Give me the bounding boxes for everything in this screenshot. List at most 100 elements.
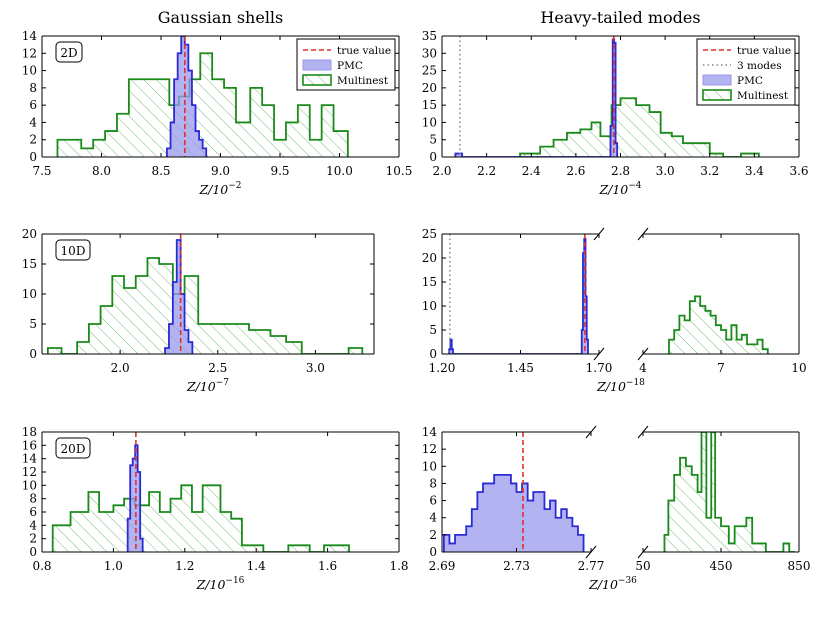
y-tick-label: 0 — [29, 347, 37, 361]
y-tick-label: 4 — [29, 115, 37, 129]
y-tick-label: 8 — [29, 81, 37, 95]
y-tick-label: 5 — [29, 317, 37, 331]
x-tick-label: 2.0 — [432, 164, 451, 178]
x-tick-label: 1.4 — [247, 559, 266, 573]
x-tick-label: 7.5 — [32, 164, 51, 178]
x-axis-label: Z/10−4 — [598, 181, 641, 197]
plot-area — [668, 295, 769, 354]
y-tick-label: 35 — [422, 29, 437, 43]
dimension-label: 20D — [61, 442, 86, 456]
y-tick-label: 10 — [22, 478, 37, 492]
x-axis-label-base: Z/10 — [196, 577, 226, 592]
x-tick-label: 8.5 — [151, 164, 170, 178]
dimension-label-box — [55, 239, 91, 261]
x-tick-label: 3.6 — [789, 164, 808, 178]
y-tick-label: 5 — [429, 133, 437, 147]
y-tick-label: 25 — [422, 227, 437, 241]
pmc-histogram — [166, 36, 208, 157]
x-tick-label: 10.5 — [386, 164, 413, 178]
y-tick-label: 0 — [429, 545, 437, 559]
y-tick-label: 12 — [22, 46, 37, 60]
x-tick-label: 8.0 — [92, 164, 111, 178]
x-tick-label: 2.77 — [578, 559, 605, 573]
y-tick-label: 12 — [422, 442, 437, 456]
x-axis-label-base: Z/10 — [198, 182, 228, 197]
x-tick-label: 9.5 — [270, 164, 289, 178]
x-axis-label: Z/10−7 — [186, 378, 229, 394]
y-tick-label: 4 — [29, 518, 37, 532]
y-tick-label: 8 — [29, 492, 37, 506]
plot-area — [442, 432, 585, 552]
y-tick-label: 16 — [22, 438, 37, 452]
multinest-fill — [664, 432, 796, 552]
multinest-fill — [520, 98, 759, 157]
x-axis-label-base: Z/10 — [596, 379, 626, 394]
y-tick-label: 15 — [422, 275, 437, 289]
y-tick-label: 0 — [429, 347, 437, 361]
y-tick-label: 14 — [422, 425, 438, 439]
plot-area — [448, 234, 589, 354]
panel-heavy-2d: 2.0 2.2 2.4 2.6 2.8 3.0 3.2 3.4 3.6 0 5 10 15 20 25 30 3… — [422, 8, 809, 197]
x-tick-label: 4 — [639, 361, 647, 375]
pmc-histogram — [164, 239, 194, 354]
legend-label: PMC — [737, 75, 763, 87]
x-tick-label: 2.5 — [208, 361, 227, 375]
pmc-histogram — [448, 237, 589, 354]
panel-gauss-10d: 2.0 2.5 3.0 0 5 10 15 20 Z/10−7 10D — [22, 227, 375, 394]
legend-swatch-multinest — [702, 89, 732, 101]
panel-title: Gaussian shells — [158, 8, 284, 27]
x-axis-label-exponent: −16 — [225, 576, 244, 586]
multinest-histogram — [51, 484, 350, 552]
x-axis-label-base: Z/10 — [186, 379, 216, 394]
x-tick-label: 3.0 — [656, 164, 675, 178]
x-tick-label: 3.0 — [306, 361, 325, 375]
x-tick-label: 1.6 — [318, 559, 337, 573]
legend-swatch-pmc — [702, 74, 732, 86]
dimension-label-box — [55, 41, 83, 63]
panel-heavy-20d-left: 2.69 2.73 2.77 0 2 4 6 8 10 12 14 Z/10−36 — [422, 425, 637, 592]
x-axis-label-exponent: −36 — [618, 576, 637, 586]
y-tick-label: 20 — [422, 251, 437, 265]
x-tick-label: 1.2 — [175, 559, 194, 573]
y-tick-label: 14 — [22, 452, 38, 466]
x-tick-label: 1.45 — [507, 361, 534, 375]
x-axis-label: Z/10−2 — [198, 181, 241, 197]
y-tick-label: 18 — [22, 425, 37, 439]
plot-area — [663, 432, 796, 552]
x-tick-label: 3.4 — [745, 164, 764, 178]
x-tick-label: 2.4 — [522, 164, 541, 178]
multinest-histogram — [668, 295, 769, 354]
y-tick-label: 20 — [22, 227, 37, 241]
y-tick-label: 30 — [422, 46, 437, 60]
x-tick-label: 850 — [788, 559, 811, 573]
x-axis-label-exponent: −7 — [216, 378, 230, 388]
dimension-label-box — [55, 437, 91, 459]
x-tick-label: 2.73 — [503, 559, 530, 573]
legend-label: PMC — [337, 60, 363, 72]
pmc-histogram — [454, 38, 619, 157]
x-tick-label: 10 — [791, 361, 806, 375]
x-axis-label-base: Z/10 — [598, 182, 628, 197]
x-axis-label: Z/10−16 — [196, 576, 245, 592]
x-axis-label-exponent: −4 — [628, 181, 642, 191]
y-tick-label: 0 — [29, 545, 37, 559]
x-axis-label-exponent: −2 — [228, 181, 241, 191]
legend-label: true value — [737, 45, 791, 57]
legend-label: 3 modes — [737, 60, 782, 72]
y-tick-label: 15 — [422, 98, 437, 112]
dimension-label: 2D — [60, 46, 77, 60]
panel-heavy-20d-right: 50 450 850 — [635, 425, 811, 573]
y-tick-label: 10 — [422, 459, 437, 473]
x-axis-label: Z/10−18 — [596, 378, 645, 394]
y-tick-label: 14 — [22, 29, 38, 43]
legend-swatch-pmc — [302, 59, 332, 71]
y-tick-label: 12 — [22, 465, 37, 479]
x-tick-label: 50 — [635, 559, 650, 573]
x-axis-label: Z/10−36 — [588, 576, 637, 592]
x-axis-label-exponent: −18 — [626, 378, 645, 388]
legend-label: true value — [337, 45, 391, 57]
x-tick-label: 2.0 — [111, 361, 130, 375]
panel-gauss-2d: 7.5 8.0 8.5 9.0 9.5 10.0 10.5 0 2 4 6 8 10 12 14 Z/10−2… — [22, 8, 413, 197]
